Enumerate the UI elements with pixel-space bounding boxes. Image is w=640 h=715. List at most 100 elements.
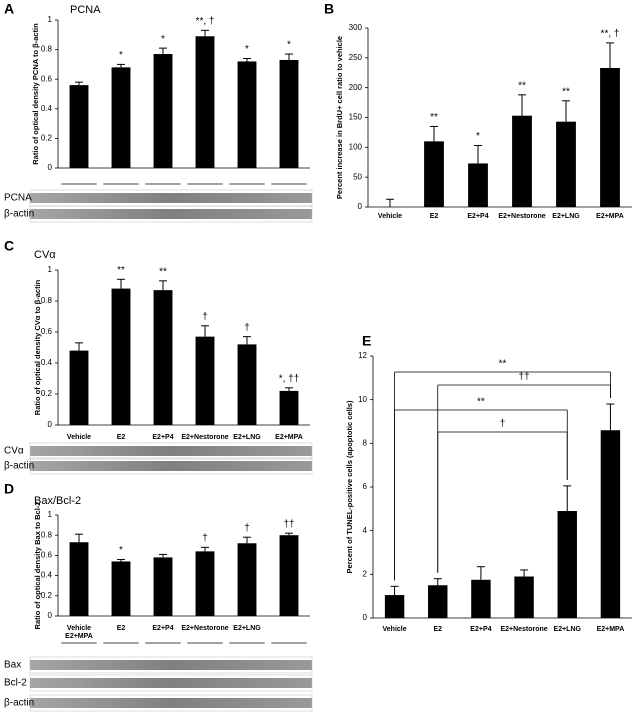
blot-label: β-actin xyxy=(4,698,34,709)
y-tick-label: 0.2 xyxy=(41,591,53,600)
y-tick-label: 0 xyxy=(48,420,53,429)
y-axis-label: Ratio of optical density Bax to Bcl-2 xyxy=(33,502,42,630)
blot-band xyxy=(30,461,312,471)
bar xyxy=(69,350,89,425)
y-tick-label: 4 xyxy=(363,526,368,535)
significance-label: * xyxy=(245,44,249,55)
bar xyxy=(69,542,89,616)
significance-label: **, † xyxy=(196,16,215,27)
blot-label: β-actin xyxy=(4,461,34,472)
bar xyxy=(111,67,131,168)
error-bar xyxy=(243,336,251,345)
significance-label: * xyxy=(119,50,123,61)
bar xyxy=(111,288,131,425)
x-tick-label: E2+P4 xyxy=(152,625,173,632)
comparison-label: †† xyxy=(519,372,530,383)
bar xyxy=(384,595,405,618)
blot-label: CVα xyxy=(4,446,24,457)
y-axis-label: Percent increase in BrdU+ cell ratio to … xyxy=(335,36,344,199)
significance-label: * xyxy=(161,34,165,45)
x-tick-label: E2+LNG xyxy=(552,213,580,220)
x-tick-label: E2+P4 xyxy=(470,626,491,633)
x-tick-label: E2+Nestorone xyxy=(498,213,545,220)
blot-band xyxy=(30,446,312,456)
x-tick-label: E2+Nestorone xyxy=(500,626,547,633)
error-bar xyxy=(563,485,572,512)
y-tick-label: 0 xyxy=(363,613,368,622)
x-tick-label: E2 xyxy=(117,434,126,441)
blot-band xyxy=(30,678,312,688)
error-bar xyxy=(285,532,293,536)
x-tick-label: E2 xyxy=(430,213,439,220)
bar xyxy=(600,67,620,207)
panel-title: PCNA xyxy=(70,4,101,16)
blot-background xyxy=(29,457,313,475)
blot-background xyxy=(29,205,313,223)
bar xyxy=(600,430,621,618)
significance-label: † xyxy=(202,311,208,322)
bar xyxy=(237,344,257,425)
x-tick-label: E2+MPA xyxy=(65,633,93,640)
error-bar xyxy=(386,198,394,207)
bar xyxy=(195,551,215,616)
y-tick-label: 2 xyxy=(363,569,368,578)
y-tick-label: 1 xyxy=(48,15,53,24)
bar xyxy=(556,121,576,207)
y-tick-label: 0.6 xyxy=(41,551,53,560)
significance-label: †† xyxy=(283,519,294,530)
bar xyxy=(468,163,488,207)
significance-label: ** xyxy=(562,86,570,97)
blot-label: Bcl-2 xyxy=(4,678,27,689)
panel-letter: C xyxy=(4,238,14,254)
y-tick-label: 0.6 xyxy=(41,74,53,83)
y-tick-label: 100 xyxy=(349,142,363,151)
bar xyxy=(424,141,444,207)
x-tick-label: E2+Nestorone xyxy=(181,434,228,441)
error-bar xyxy=(243,536,251,544)
significance-label: * xyxy=(287,40,291,51)
bar xyxy=(237,61,257,168)
x-tick-label: Vehicle xyxy=(383,626,407,633)
error-bar xyxy=(476,566,485,580)
panel-letter: D xyxy=(4,481,14,497)
bar xyxy=(153,54,173,168)
error-bar xyxy=(520,569,529,577)
y-tick-label: 0.8 xyxy=(41,296,53,305)
error-bar xyxy=(75,342,83,351)
significance-label: ** xyxy=(430,112,438,123)
significance-label: **, † xyxy=(601,29,620,40)
comparison-label: † xyxy=(500,419,506,430)
y-tick-label: 0.2 xyxy=(41,389,53,398)
y-tick-label: 1 xyxy=(48,265,53,274)
significance-label: ** xyxy=(117,265,125,276)
y-tick-label: 0 xyxy=(48,611,53,620)
error-bar xyxy=(285,53,293,60)
x-tick-label: E2+LNG xyxy=(233,625,261,632)
error-bar xyxy=(606,42,614,68)
error-bar xyxy=(430,125,438,142)
bar xyxy=(195,336,215,425)
x-tick-label: E2+MPA xyxy=(596,213,624,220)
x-tick-label: E2+MPA xyxy=(275,434,303,441)
blot-band xyxy=(30,660,312,670)
bar xyxy=(514,576,534,618)
y-tick-label: 0.4 xyxy=(41,358,53,367)
y-tick-label: 0.4 xyxy=(41,104,53,113)
x-tick-label: E2+P4 xyxy=(467,213,488,220)
significance-label: * xyxy=(119,545,123,556)
error-bar xyxy=(159,47,167,55)
error-bar xyxy=(75,81,83,86)
bar xyxy=(512,115,532,207)
x-tick-label: Vehicle xyxy=(67,625,91,632)
blot-background xyxy=(29,674,313,692)
significance-label: ** xyxy=(518,80,526,91)
significance-label: *, †† xyxy=(279,373,300,384)
y-tick-label: 250 xyxy=(349,53,363,62)
error-bar xyxy=(75,533,83,543)
bar xyxy=(237,543,257,616)
y-tick-label: 12 xyxy=(358,351,367,360)
y-tick-label: 0.4 xyxy=(41,571,53,580)
x-tick-label: E2+P4 xyxy=(152,434,173,441)
blot-band xyxy=(30,193,312,203)
